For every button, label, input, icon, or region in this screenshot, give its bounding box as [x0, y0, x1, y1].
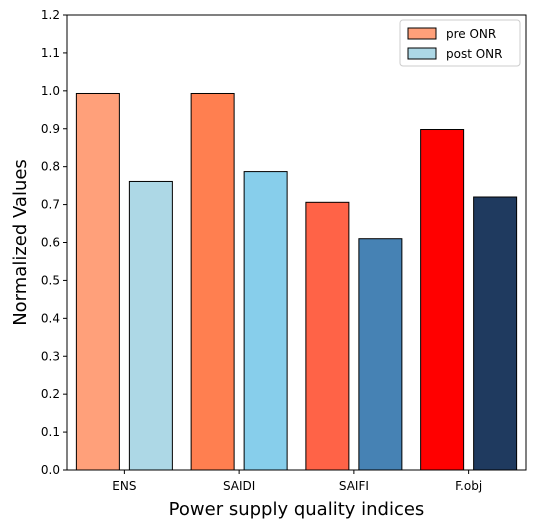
bar-pre-onr-saifi [305, 201, 350, 471]
legend-label: pre ONR [446, 27, 496, 41]
bar-pre-onr-fobj [420, 129, 465, 471]
y-tick-label: 0.0 [41, 463, 60, 477]
bar-post-onr-ens [128, 180, 173, 471]
x-tick-label: F.obj [455, 479, 482, 493]
y-tick-label: 1.0 [41, 84, 60, 98]
bar-post-onr-saifi [358, 238, 403, 471]
legend: pre ONR post ONR [399, 19, 521, 67]
y-tick-label: 0.6 [41, 236, 60, 250]
y-tick-label: 0.1 [41, 425, 60, 439]
plot-area-frame [66, 14, 527, 471]
y-axis-label: Normalized Values [10, 159, 31, 326]
y-tick-label: 0.5 [41, 273, 60, 287]
y-tick-label: 0.3 [41, 349, 60, 363]
y-tick-label: 0.2 [41, 387, 60, 401]
bar-pre-onr-ens [75, 92, 120, 471]
y-tick-label: 0.9 [41, 122, 60, 136]
bar-post-onr-saidi [243, 171, 288, 471]
legend-label: post ONR [446, 47, 503, 61]
legend-swatch [407, 27, 437, 40]
y-tick-label: 1.1 [41, 46, 60, 60]
bars-group [75, 92, 518, 471]
x-axis-ticks: ENS SAIDI SAIFI F.obj [112, 470, 482, 493]
x-tick-label: SAIDI [223, 479, 255, 493]
y-axis-ticks: 0.0 0.1 0.2 0.3 0.4 0.5 0.6 0.7 0.8 0.9 1.0 1.1 1.2 [41, 8, 67, 477]
y-tick-label: 0.7 [41, 198, 60, 212]
x-axis-label: Power supply quality indices [169, 499, 425, 520]
bar-post-onr-fobj [473, 196, 518, 471]
y-tick-label: 0.8 [41, 160, 60, 174]
x-tick-label: ENS [112, 479, 136, 493]
bar-pre-onr-saidi [190, 92, 235, 471]
x-tick-label: SAIFI [339, 479, 369, 493]
legend-swatch [407, 47, 437, 60]
y-tick-label: 1.2 [41, 8, 60, 22]
y-tick-label: 0.4 [41, 311, 60, 325]
